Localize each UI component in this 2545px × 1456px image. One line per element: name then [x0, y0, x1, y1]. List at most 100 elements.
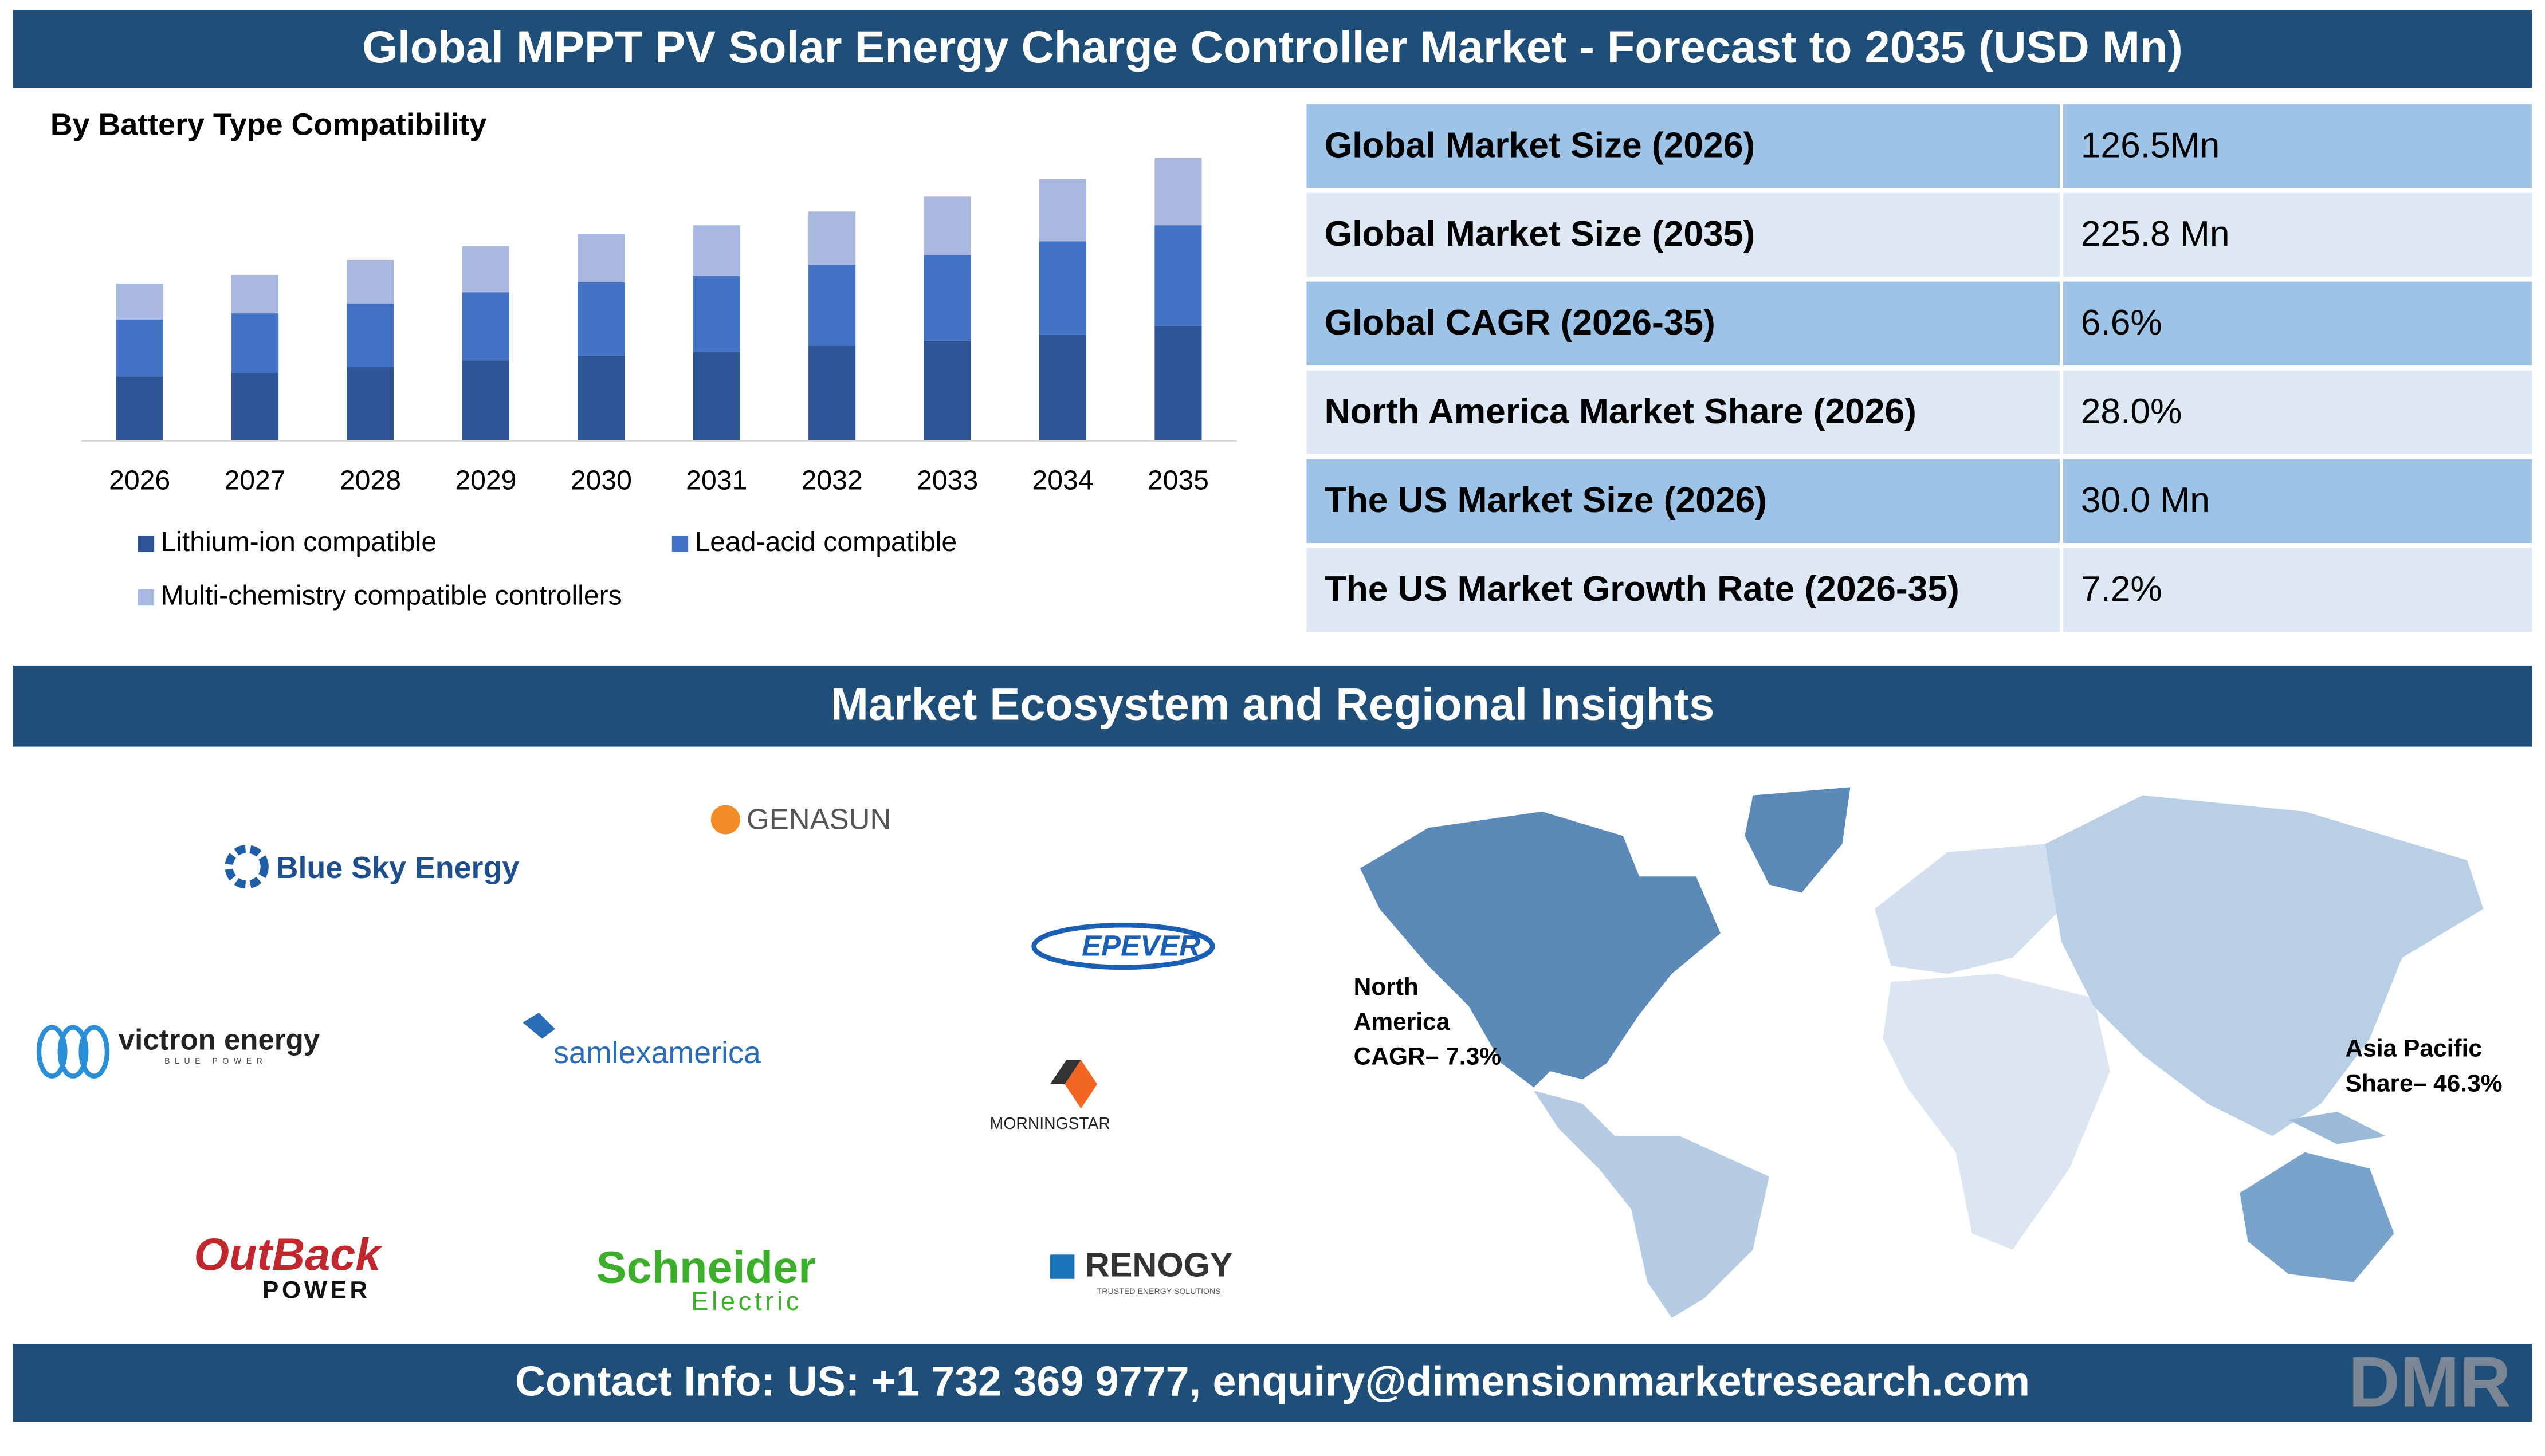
- bar-segment: [1154, 225, 1202, 326]
- bar-segment: [1154, 325, 1202, 440]
- bar-segment: [1154, 158, 1202, 226]
- brand-logo: DMR: [2348, 1342, 2511, 1422]
- logo-icon: [523, 1013, 555, 1039]
- x-tick-label: 2033: [917, 465, 978, 496]
- x-tick-label: 2028: [340, 465, 401, 496]
- stats-table: Global Market Size (2026) 126.5Mn Global M…: [1306, 104, 2532, 632]
- legend-label: Lead-acid compatible: [694, 526, 957, 557]
- logo-icon: [225, 844, 269, 889]
- logo-icon: [1050, 1060, 1081, 1084]
- x-tick-label: 2035: [1148, 465, 1209, 496]
- logo: victron energy: [119, 1024, 320, 1056]
- x-tick-label: 2026: [109, 465, 170, 496]
- logo-tagline: Electric: [691, 1286, 802, 1316]
- page-title: Global MPPT PV Solar Energy Charge Contr…: [362, 21, 2183, 72]
- logo: samlexamerica: [553, 1036, 761, 1070]
- logo-tagline: BLUE POWER: [164, 1057, 267, 1066]
- stat-value: 126.5Mn: [2081, 125, 2220, 165]
- bar-segment: [578, 282, 625, 356]
- bar-segment: [116, 376, 163, 440]
- x-tick-label: 2032: [802, 465, 863, 496]
- bar-chart: By Battery Type Compatibility 2026 2027 20…: [50, 108, 1237, 611]
- chart-subtitle: By Battery Type Compatibility: [50, 108, 487, 142]
- greenland: [1745, 787, 1851, 893]
- bar-segment: [231, 274, 279, 314]
- legend-label: Lithium-ion compatible: [160, 526, 437, 557]
- bar-segment: [924, 340, 971, 440]
- bar-segment: [924, 255, 971, 341]
- bar-segment: [347, 367, 394, 440]
- bar-segment: [116, 319, 163, 377]
- bar-segment: [462, 360, 509, 440]
- logo: RENOGY: [1085, 1246, 1233, 1284]
- x-tick-label: 2029: [455, 465, 516, 496]
- stat-label: Global CAGR (2026-35): [1325, 303, 1715, 343]
- x-tick-label: 2030: [571, 465, 632, 496]
- table-row: [1306, 548, 2532, 632]
- stat-label: The US Market Growth Rate (2026-35): [1325, 569, 1959, 609]
- table-row: [1306, 281, 2532, 366]
- world-map: North America CAGR– 7.3% Asia Pacific Share…: [1354, 787, 2503, 1318]
- bar-segment: [808, 345, 856, 440]
- logo-icon: [36, 1025, 110, 1079]
- logos: Blue Sky Energy GENASUN EPEVER victron e…: [36, 802, 1233, 1316]
- section-bar: [13, 665, 2532, 747]
- section-title: Market Ecosystem and Regional Insights: [831, 679, 1715, 730]
- bar-segment: [578, 234, 625, 282]
- asia: [2045, 795, 2484, 1136]
- x-tick-label: 2027: [224, 465, 285, 496]
- logo-icon: [1031, 922, 1215, 970]
- logo-icon: [1065, 1060, 1098, 1109]
- logo: Blue Sky Energy: [276, 851, 520, 885]
- bar-segment: [808, 211, 856, 265]
- bar-segment: [347, 259, 394, 304]
- australia: [2240, 1152, 2394, 1282]
- logo: OutBack: [194, 1229, 383, 1280]
- legend-swatch: [138, 536, 155, 552]
- stat-label: Global Market Size (2026): [1325, 125, 1755, 165]
- contact-info: Contact Info: US: +1 732 369 9777, enqui…: [515, 1357, 2030, 1404]
- region-text: Share– 46.3%: [2346, 1070, 2503, 1097]
- bar-segment: [1039, 179, 1087, 242]
- bar-segment: [693, 352, 740, 440]
- europe: [1875, 844, 2061, 974]
- bar-segment: [116, 284, 163, 320]
- table-row: [1306, 459, 2532, 544]
- bar-segment: [1039, 241, 1087, 335]
- x-tick-label: 2031: [686, 465, 747, 496]
- bar-segment: [808, 265, 856, 346]
- region-text: Asia Pacific: [2346, 1036, 2483, 1063]
- stat-value: 225.8 Mn: [2081, 214, 2230, 254]
- table-row: [1306, 192, 2532, 277]
- bar-segment: [231, 313, 279, 373]
- region-label: North America CAGR– 7.3%: [1354, 974, 1501, 1071]
- stat-value: 7.2%: [2081, 569, 2162, 609]
- stat-value: 28.0%: [2081, 392, 2182, 431]
- logo-icon: [1050, 1254, 1075, 1279]
- stat-label: Global Market Size (2035): [1325, 214, 1755, 254]
- bar-segment: [693, 225, 740, 277]
- bar-segment: [462, 246, 509, 293]
- islands: [2288, 1111, 2386, 1144]
- legend-label: Multi-chemistry compatible controllers: [160, 580, 622, 611]
- region-label: Asia Pacific Share– 46.3%: [2346, 1036, 2503, 1097]
- region-text: North: [1354, 974, 1419, 1001]
- table-row: [1306, 104, 2532, 188]
- footer-bar: [13, 1344, 2532, 1422]
- bar-segment: [578, 355, 625, 440]
- stat-label: The US Market Size (2026): [1325, 481, 1767, 520]
- bar-segment: [347, 303, 394, 367]
- bar-segment: [1039, 334, 1087, 440]
- logo-tagline: TRUSTED ENERGY SOLUTIONS: [1097, 1287, 1221, 1296]
- region-text: CAGR– 7.3%: [1354, 1044, 1501, 1071]
- bar-segment: [231, 373, 279, 440]
- table-row: [1306, 370, 2532, 455]
- logo: GENASUN: [747, 802, 891, 835]
- x-tick-label: 2034: [1032, 465, 1093, 496]
- logo: EPEVER: [1082, 929, 1200, 962]
- legend-swatch: [138, 589, 155, 606]
- stat-value: 30.0 Mn: [2081, 481, 2210, 520]
- south-america: [1534, 1091, 1769, 1318]
- stat-value: 6.6%: [2081, 303, 2162, 343]
